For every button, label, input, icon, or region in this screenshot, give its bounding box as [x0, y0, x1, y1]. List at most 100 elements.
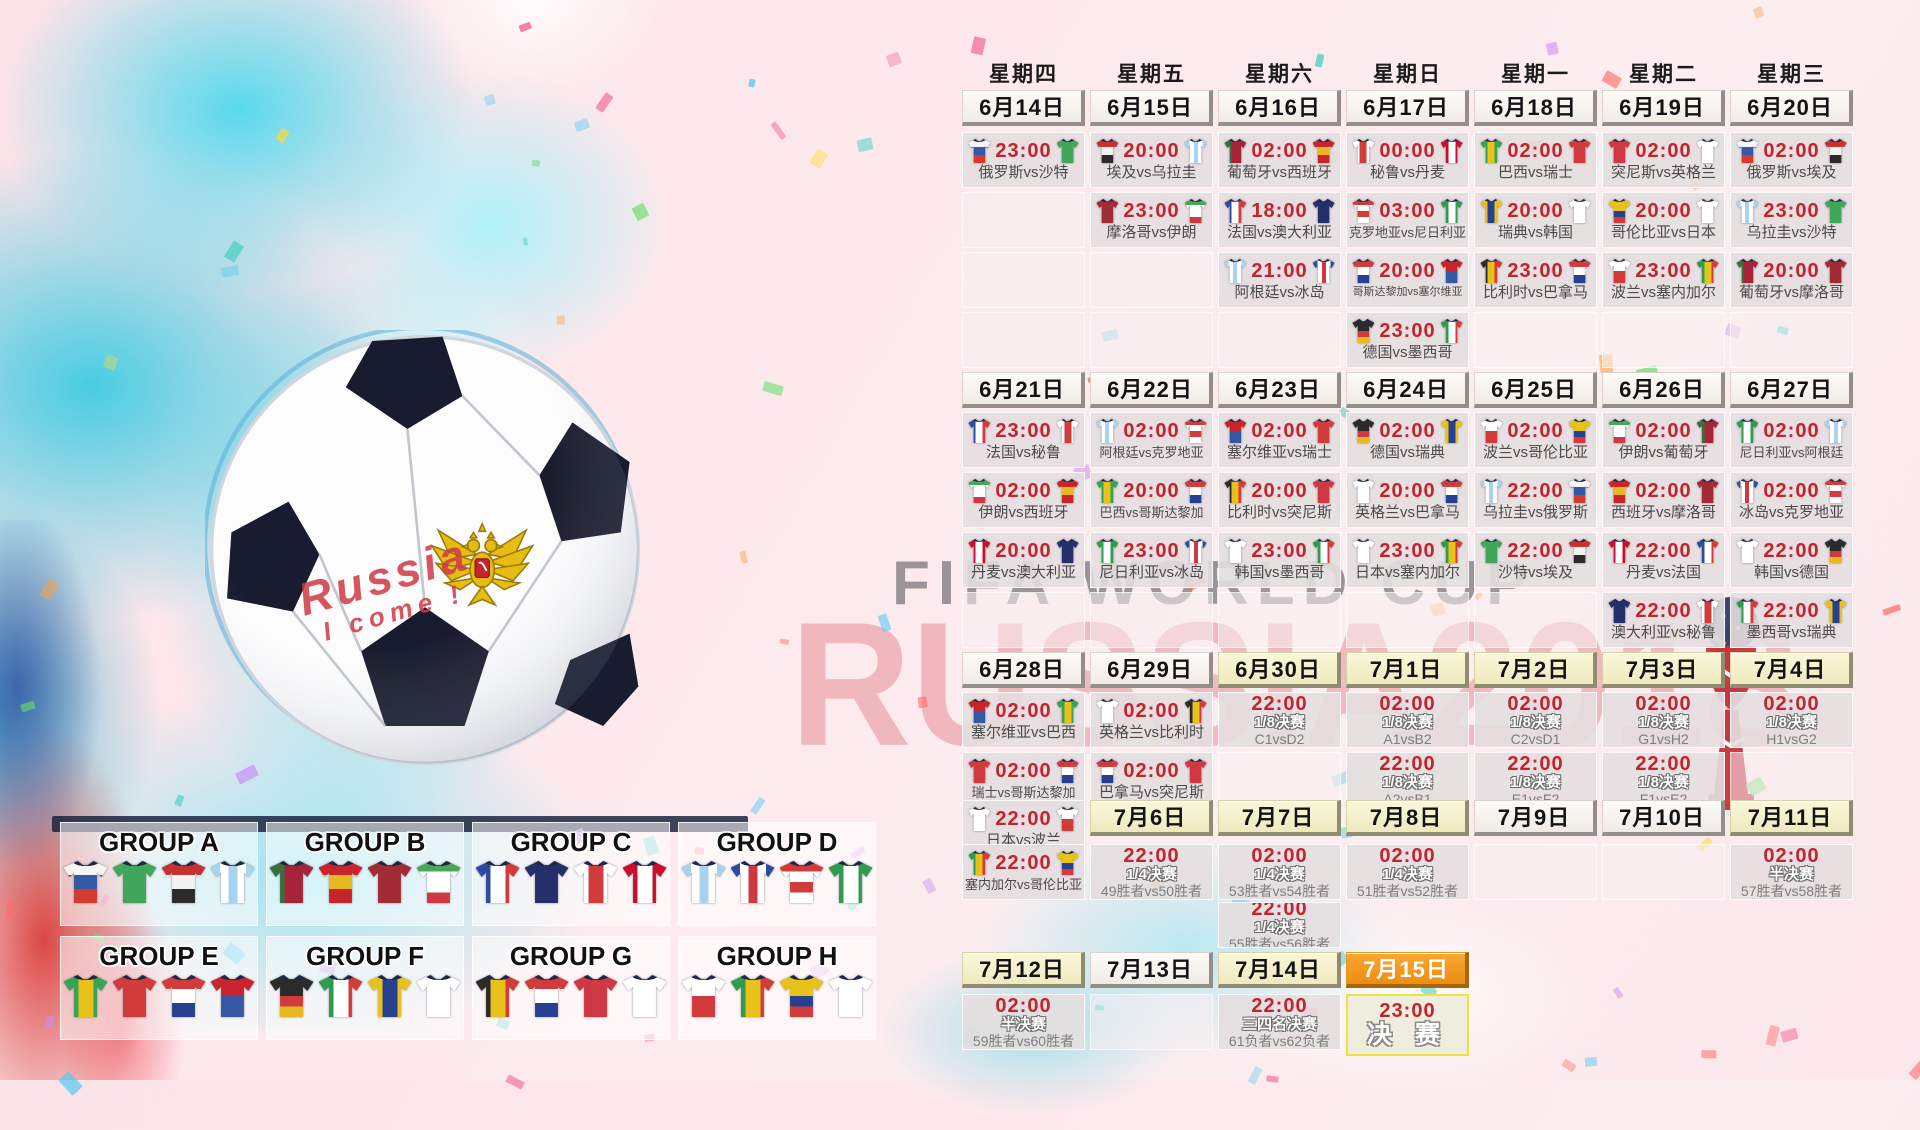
date-button[interactable]: 6月17日: [1346, 90, 1469, 126]
match-teams-label: 阿根廷vs克罗地亚: [1099, 445, 1204, 460]
date-button[interactable]: 6月20日: [1730, 90, 1853, 126]
weekday-header: 星期五: [1117, 63, 1186, 86]
match-time: 20:00: [1379, 480, 1436, 502]
date-button[interactable]: 6月14日: [962, 90, 1085, 126]
date-button[interactable]: 7月3日: [1602, 652, 1725, 688]
home-team-jersey-icon: [1608, 419, 1631, 443]
date-button[interactable]: 7月15日: [1346, 952, 1469, 988]
group-name: GROUP A: [99, 827, 219, 857]
group-jersey-row: [269, 975, 461, 1017]
empty-day-cell: [1474, 844, 1597, 900]
home-team-jersey-icon: [1480, 539, 1503, 563]
empty-day-cell: [1730, 752, 1853, 808]
group-team-jersey-icon: [779, 975, 824, 1017]
match-teams-label: 波兰vs哥伦比亚: [1482, 444, 1588, 461]
home-team-jersey-icon: [1736, 599, 1759, 623]
knockout-match-cell: 22:00 1/8决赛 C1vsD2: [1218, 692, 1341, 748]
away-team-jersey-icon: [1312, 199, 1335, 223]
match-cell: 02:00 德国vs瑞典: [1346, 412, 1469, 468]
date-button[interactable]: 7月10日: [1602, 800, 1725, 836]
match-time: 20:00: [1635, 200, 1692, 222]
match-time: 03:00: [1379, 200, 1436, 222]
home-team-jersey-icon: [1224, 479, 1247, 503]
date-button[interactable]: 6月25日: [1474, 372, 1597, 408]
match-teams-label: 尼日利亚vs冰岛: [1098, 564, 1204, 581]
away-team-jersey-icon: [1056, 479, 1079, 503]
date-button[interactable]: 6月30日: [1218, 652, 1341, 688]
date-button[interactable]: 7月13日: [1090, 952, 1213, 988]
group-team-jersey-icon: [416, 861, 461, 903]
match-time: 20:00: [1123, 140, 1180, 162]
home-team-jersey-icon: [1352, 479, 1375, 503]
date-button[interactable]: 6月23日: [1218, 372, 1341, 408]
weekday-header: 星期三: [1757, 63, 1826, 86]
match-teams-label: 澳大利亚vs秘鲁: [1610, 624, 1716, 641]
date-button[interactable]: 7月14日: [1218, 952, 1341, 988]
away-team-jersey-icon: [1696, 539, 1719, 563]
home-team-jersey-icon: [1096, 539, 1119, 563]
date-button[interactable]: 6月28日: [962, 652, 1085, 688]
empty-day-cell: [1218, 312, 1341, 368]
match-cell: 23:00 德国vs墨西哥: [1346, 312, 1469, 368]
match-time: 23:00: [1123, 200, 1180, 222]
group-jersey-row: [681, 861, 873, 903]
match-teams-label: 摩洛哥vs伊朗: [1106, 224, 1197, 241]
date-button[interactable]: 7月4日: [1730, 652, 1853, 688]
date-button[interactable]: 6月22日: [1090, 372, 1213, 408]
group-team-jersey-icon: [112, 861, 157, 903]
empty-day-cell: [1346, 592, 1469, 648]
match-time: 22:00: [1507, 480, 1564, 502]
away-team-jersey-icon: [1440, 139, 1463, 163]
match-teams-label: 墨西哥vs瑞典: [1746, 624, 1837, 641]
match-time: 02:00: [995, 994, 1052, 1017]
date-button[interactable]: 6月24日: [1346, 372, 1469, 408]
knockout-match-cell: 02:00 半决赛 57胜者vs58胜者: [1730, 844, 1853, 900]
group-team-jersey-icon: [828, 975, 873, 1017]
away-team-jersey-icon: [1056, 759, 1079, 783]
match-time: 02:00: [1379, 844, 1436, 867]
away-team-jersey-icon: [1696, 599, 1719, 623]
match-teams-label: 塞尔维亚vs巴西: [970, 724, 1076, 741]
match-time: 23:00: [995, 420, 1052, 442]
date-button[interactable]: 7月1日: [1346, 652, 1469, 688]
away-team-jersey-icon: [1312, 539, 1335, 563]
match-time: 23:00: [1251, 540, 1308, 562]
match-time: 22:00: [1763, 540, 1820, 562]
date-button[interactable]: 6月19日: [1602, 90, 1725, 126]
match-cell: 22:00 丹麦vs法国: [1602, 532, 1725, 588]
date-button[interactable]: 7月7日: [1218, 800, 1341, 836]
match-teams-label: 比利时vs巴拿马: [1482, 284, 1588, 301]
date-button[interactable]: 7月11日: [1730, 800, 1853, 836]
match-teams-label: 突尼斯vs英格兰: [1610, 164, 1716, 181]
date-button[interactable]: 6月27日: [1730, 372, 1853, 408]
date-button[interactable]: 6月16日: [1218, 90, 1341, 126]
knockout-match-cell: 02:00 1/4决赛 51胜者vs52胜者: [1346, 844, 1469, 900]
date-button[interactable]: 7月6日: [1090, 800, 1213, 836]
date-button[interactable]: 6月15日: [1090, 90, 1213, 126]
date-button[interactable]: 6月18日: [1474, 90, 1597, 126]
group-jersey-row: [63, 975, 255, 1017]
date-button[interactable]: 7月2日: [1474, 652, 1597, 688]
away-team-jersey-icon: [1696, 259, 1719, 283]
match-time: 02:00: [995, 760, 1052, 782]
date-button[interactable]: 6月21日: [962, 372, 1085, 408]
date-button[interactable]: 7月9日: [1474, 800, 1597, 836]
match-teams-label: 德国vs墨西哥: [1362, 344, 1453, 361]
group-box-a: GROUP A: [60, 822, 258, 926]
match-cell: 02:00 塞尔维亚vs巴西: [962, 692, 1085, 748]
date-button[interactable]: 6月29日: [1090, 652, 1213, 688]
group-team-jersey-icon: [622, 861, 667, 903]
knockout-match-cell: 02:00 半决赛 59胜者vs60胜者: [962, 994, 1085, 1050]
away-team-jersey-icon: [1824, 539, 1847, 563]
group-team-jersey-icon: [524, 975, 569, 1017]
match-cell: 23:00 日本vs塞内加尔: [1346, 532, 1469, 588]
date-button[interactable]: 7月12日: [962, 952, 1085, 988]
date-button[interactable]: 7月8日: [1346, 800, 1469, 836]
group-name: GROUP D: [716, 827, 838, 857]
match-teams-label: 俄罗斯vs埃及: [1746, 164, 1837, 181]
match-teams-label: 丹麦vs法国: [1625, 564, 1701, 581]
match-cell: 23:00 韩国vs墨西哥: [1218, 532, 1341, 588]
date-button[interactable]: 6月26日: [1602, 372, 1725, 408]
group-name: GROUP E: [99, 941, 219, 971]
group-team-jersey-icon: [524, 861, 569, 903]
